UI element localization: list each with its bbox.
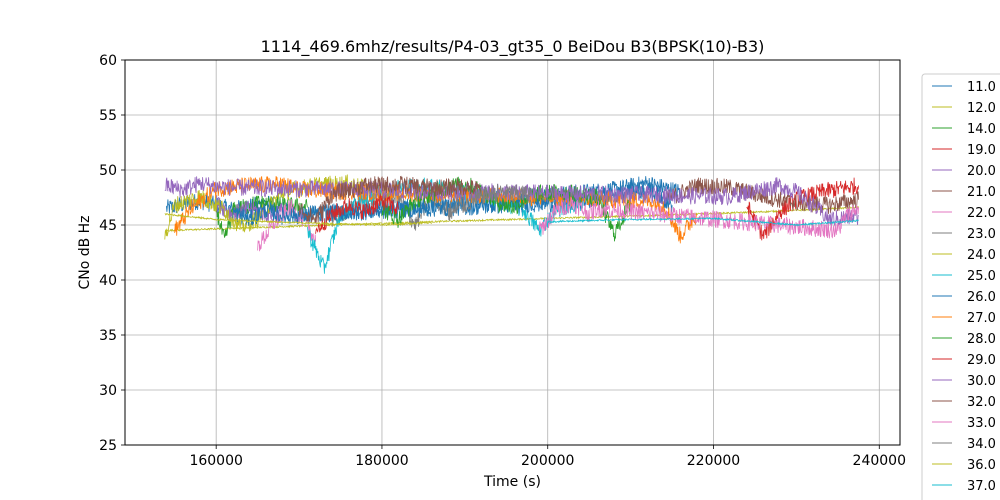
series-line-32.0 xyxy=(298,175,482,224)
legend-label: 28.0 xyxy=(967,332,996,347)
legend-label: 14.0 xyxy=(967,122,996,137)
chart-title: 1114_469.6mhz/results/P4-03_gt35_0 BeiDo… xyxy=(261,37,765,57)
legend-label: 37.0 xyxy=(967,479,996,494)
grid-layer xyxy=(125,59,900,446)
legend-label: 27.0 xyxy=(967,311,996,326)
x-tick-label: 200000 xyxy=(521,453,574,469)
series-line-21.0 xyxy=(663,177,859,214)
x-tick-label: 240000 xyxy=(853,453,906,469)
y-tick-label: 35 xyxy=(99,328,117,344)
legend-label: 25.0 xyxy=(967,269,996,284)
legend-label: 33.0 xyxy=(967,416,996,431)
y-axis-label: CNo dB Hz xyxy=(77,215,93,289)
y-tick-label: 45 xyxy=(99,218,117,234)
legend-label: 20.0 xyxy=(967,164,996,179)
legend-label: 29.0 xyxy=(967,353,996,368)
x-tick-label: 160000 xyxy=(189,453,242,469)
legend-label: 24.0 xyxy=(967,248,996,263)
y-tick-label: 60 xyxy=(99,53,117,69)
legend-label: 32.0 xyxy=(967,395,996,410)
legend-label: 34.0 xyxy=(967,437,996,452)
y-tick-label: 50 xyxy=(99,163,117,179)
x-axis-label: Time (s) xyxy=(483,474,541,490)
legend-label: 12.0 xyxy=(967,101,996,116)
legend-label: 11.0 xyxy=(967,80,996,95)
series-line-20.0 xyxy=(215,195,283,223)
series-layer xyxy=(164,174,859,274)
series-line-36.0 xyxy=(164,212,433,227)
x-tick-label: 220000 xyxy=(687,453,740,469)
y-tick-label: 25 xyxy=(99,438,117,454)
legend-label: 26.0 xyxy=(967,290,996,305)
y-tick-label: 40 xyxy=(99,273,117,289)
legend: 11.0 12.0 14.0 19.0 20.0 21.0 22.0 23.0 24.0 25.0… xyxy=(921,73,1000,500)
y-tick-label: 55 xyxy=(99,108,117,124)
series-line-37.0 xyxy=(547,216,859,227)
legend-label: 21.0 xyxy=(967,185,996,200)
series-line-29.0 xyxy=(315,193,399,234)
legend-label: 30.0 xyxy=(967,374,996,389)
legend-label: 36.0 xyxy=(967,458,996,473)
plot-frame xyxy=(124,59,901,446)
legend-label: 23.0 xyxy=(967,227,996,242)
legend-label: 22.0 xyxy=(967,206,996,221)
legend-box xyxy=(921,73,1000,500)
legend-label: 19.0 xyxy=(967,143,996,158)
series-line-34.0 xyxy=(447,183,532,221)
y-tick-label: 30 xyxy=(99,383,117,399)
x-tick-label: 180000 xyxy=(355,453,408,469)
series-line-19.0 xyxy=(746,177,859,241)
series-line-33.0 xyxy=(539,196,859,239)
series-line-12.0 xyxy=(166,205,859,233)
tick-layer: 160000 180000 200000 220000 240000 25 30 35 40 45… xyxy=(99,53,906,469)
